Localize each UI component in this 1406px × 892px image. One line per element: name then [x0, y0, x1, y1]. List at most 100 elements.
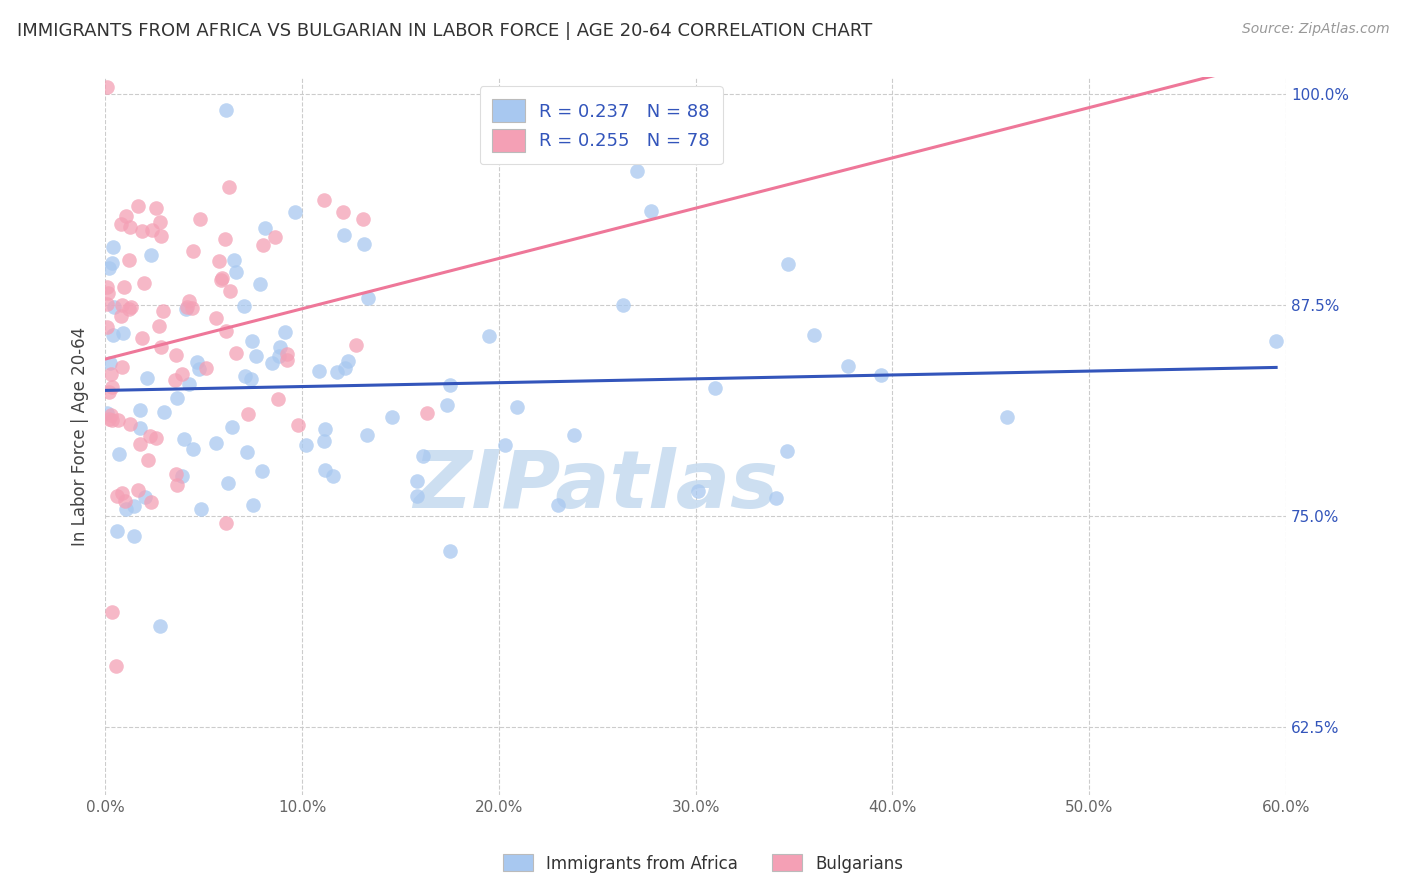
Point: [765, 491, 787, 505]
Point: [104, 659, 127, 673]
Point: [149, 619, 172, 633]
Point: [100, 408, 122, 422]
Point: [612, 298, 634, 312]
Point: [224, 265, 246, 279]
Point: [101, 256, 124, 270]
Point: [274, 325, 297, 339]
Point: [215, 516, 238, 531]
Point: [173, 433, 195, 447]
Point: [276, 352, 298, 367]
Point: [209, 273, 232, 287]
Point: [97, 384, 120, 399]
Point: [308, 364, 330, 378]
Point: [267, 392, 290, 406]
Point: [101, 605, 124, 619]
Point: [101, 413, 124, 427]
Point: [107, 412, 129, 426]
Point: [120, 301, 142, 315]
Point: [145, 431, 167, 445]
Point: [97, 411, 120, 425]
Point: [346, 338, 368, 352]
Point: [166, 391, 188, 405]
Point: [134, 490, 156, 504]
Point: [562, 428, 585, 442]
Point: [406, 489, 429, 503]
Point: [254, 220, 277, 235]
Point: [141, 248, 163, 262]
Point: [118, 253, 141, 268]
Point: [245, 350, 267, 364]
Point: [333, 361, 356, 376]
Point: [269, 340, 291, 354]
Point: [249, 277, 271, 291]
Point: [314, 463, 336, 477]
Text: IMMIGRANTS FROM AFRICA VS BULGARIAN IN LABOR FORCE | AGE 20-64 CORRELATION CHART: IMMIGRANTS FROM AFRICA VS BULGARIAN IN L…: [17, 22, 872, 40]
Point: [101, 380, 124, 394]
Point: [295, 438, 318, 452]
Point: [131, 331, 153, 345]
Point: [205, 311, 228, 326]
Point: [222, 252, 245, 267]
Point: [219, 285, 242, 299]
Point: [221, 420, 243, 434]
Point: [215, 103, 238, 117]
Point: [149, 228, 172, 243]
Point: [208, 254, 231, 268]
Point: [127, 199, 149, 213]
Point: [837, 359, 859, 374]
Point: [149, 340, 172, 354]
Point: [128, 421, 150, 435]
Point: [96, 279, 118, 293]
Point: [276, 347, 298, 361]
Point: [163, 373, 186, 387]
Point: [187, 361, 209, 376]
Point: [141, 223, 163, 237]
Point: [145, 202, 167, 216]
Point: [218, 179, 240, 194]
Point: [181, 301, 204, 316]
Point: [494, 438, 516, 452]
Point: [105, 524, 128, 538]
Point: [215, 325, 238, 339]
Point: [131, 224, 153, 238]
Point: [803, 328, 825, 343]
Point: [252, 237, 274, 252]
Point: [138, 452, 160, 467]
Point: [995, 410, 1018, 425]
Point: [260, 356, 283, 370]
Point: [686, 484, 709, 499]
Point: [103, 240, 125, 254]
Point: [626, 163, 648, 178]
Point: [165, 467, 187, 482]
Point: [333, 228, 356, 243]
Point: [225, 346, 247, 360]
Point: [110, 309, 132, 323]
Point: [250, 464, 273, 478]
Point: [312, 434, 335, 448]
Point: [120, 220, 142, 235]
Point: [478, 329, 501, 343]
Point: [174, 301, 197, 316]
Point: [176, 300, 198, 314]
Point: [111, 360, 134, 375]
Point: [166, 478, 188, 492]
Point: [236, 445, 259, 459]
Point: [110, 217, 132, 231]
Point: [1265, 334, 1288, 348]
Point: [640, 203, 662, 218]
Legend: R = 0.237   N = 88, R = 0.255   N = 78: R = 0.237 N = 88, R = 0.255 N = 78: [479, 87, 723, 164]
Point: [105, 490, 128, 504]
Point: [153, 405, 176, 419]
Point: [110, 298, 132, 312]
Point: [242, 499, 264, 513]
Point: [165, 349, 187, 363]
Point: [381, 409, 404, 424]
Point: [776, 444, 799, 458]
Point: [357, 291, 380, 305]
Point: [214, 231, 236, 245]
Point: [179, 294, 201, 309]
Point: [332, 205, 354, 219]
Point: [179, 376, 201, 391]
Point: [195, 360, 218, 375]
Point: [141, 495, 163, 509]
